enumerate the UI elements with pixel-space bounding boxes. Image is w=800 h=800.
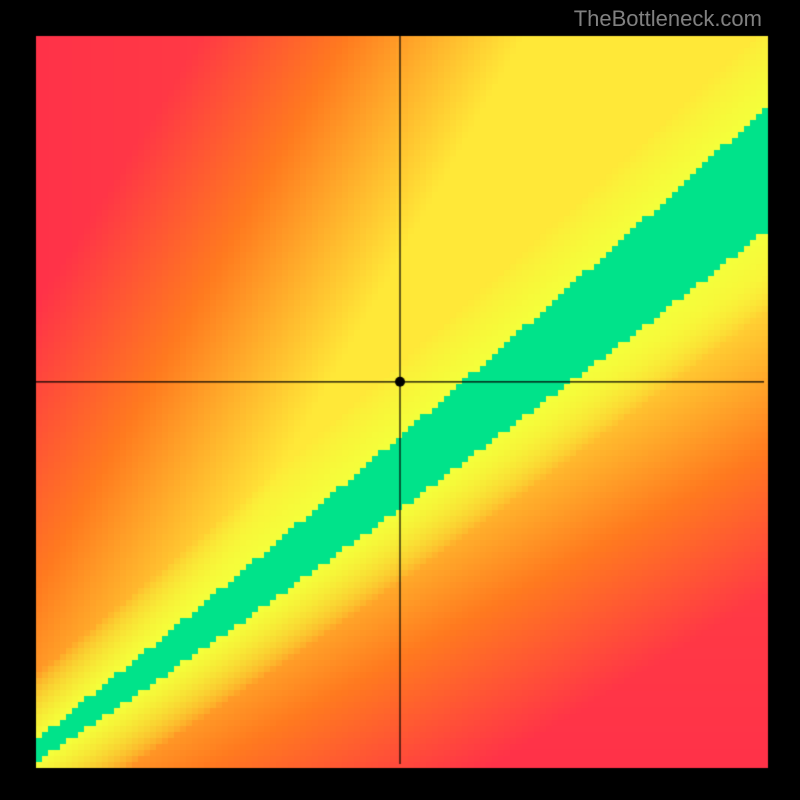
watermark-text: TheBottleneck.com — [574, 6, 762, 32]
bottleneck-heatmap — [0, 0, 800, 800]
chart-container: TheBottleneck.com — [0, 0, 800, 800]
